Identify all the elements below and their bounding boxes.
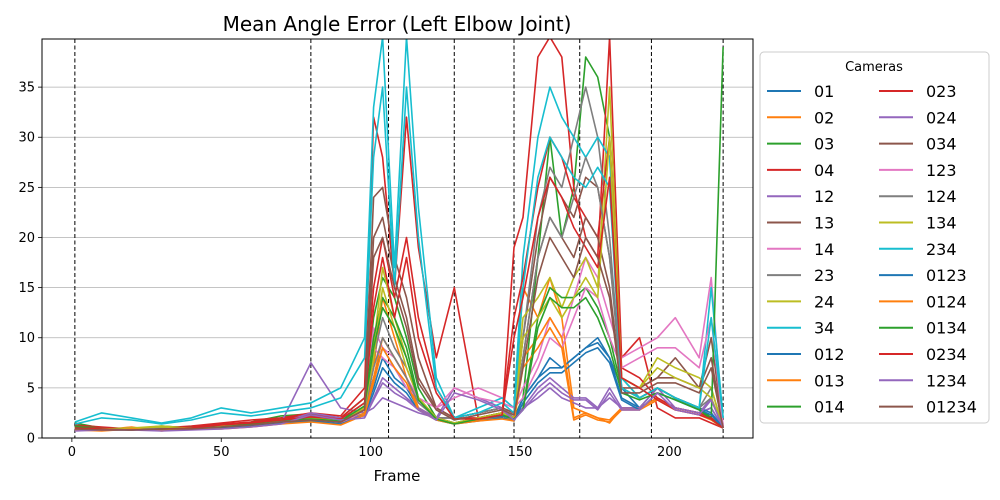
y-tick-label: 5 (27, 381, 35, 396)
legend-item: 0123 (879, 266, 967, 285)
legend-label: 13 (814, 214, 834, 233)
legend-label: 013 (814, 371, 845, 390)
legend-items: 01 02 03 04 12 13 14 23 24 34 012 013 014 023 024 034 12… (767, 82, 977, 417)
legend-item: 23 (767, 266, 834, 285)
legend-item: 14 (767, 240, 834, 259)
y-axis-ticks: 0 5 10 15 20 25 30 35 (18, 81, 42, 447)
legend-item: 03 (767, 135, 834, 154)
legend-title: Cameras (845, 60, 903, 75)
legend-label: 024 (926, 108, 957, 127)
y-tick-label: 0 (27, 432, 35, 447)
legend-item: 234 (879, 240, 957, 259)
legend-label: 0124 (926, 292, 967, 311)
legend-label: 234 (926, 240, 957, 259)
x-tick-label: 50 (213, 445, 230, 460)
legend-label: 03 (814, 135, 834, 154)
legend-item: 24 (767, 292, 834, 311)
x-tick-label: 0 (68, 445, 76, 460)
series-lines (74, 39, 724, 432)
legend-label: 14 (814, 240, 834, 259)
legend-label: 0134 (926, 319, 967, 338)
legend-item: 014 (767, 398, 845, 417)
series-line-234 (74, 86, 724, 425)
legend-item: 0124 (879, 292, 967, 311)
y-tick-label: 35 (18, 81, 35, 96)
legend-item: 1234 (879, 371, 967, 390)
legend-box (759, 51, 990, 424)
legend-item: 04 (767, 161, 834, 180)
legend-label: 1234 (926, 371, 967, 390)
legend-label: 123 (926, 161, 957, 180)
legend-item: 034 (879, 135, 957, 154)
legend-item: 013 (767, 371, 845, 390)
series-line-24 (74, 86, 724, 430)
legend-label: 014 (814, 398, 845, 417)
legend-label: 01 (814, 82, 834, 101)
x-tick-label: 200 (657, 445, 682, 460)
legend-item: 0134 (879, 319, 967, 338)
legend: Cameras 01 02 03 04 12 13 14 23 24 34 012 013 014 023… (759, 51, 990, 424)
legend-item: 13 (767, 214, 834, 233)
series-line-01234 (74, 236, 724, 431)
legend-item: 012 (767, 345, 845, 364)
series-line-23 (74, 86, 724, 430)
legend-label: 134 (926, 214, 957, 233)
y-tick-label: 25 (18, 181, 35, 196)
legend-item: 34 (767, 319, 834, 338)
x-axis-label: Frame (374, 467, 421, 485)
legend-label: 24 (814, 292, 834, 311)
series-line-34 (74, 39, 724, 424)
legend-item: 123 (879, 161, 957, 180)
x-tick-label: 100 (358, 445, 383, 460)
legend-item: 01 (767, 82, 834, 101)
legend-item: 01234 (879, 398, 977, 417)
series-line-1234 (74, 382, 724, 432)
legend-label: 12 (814, 187, 834, 206)
legend-item: 02 (767, 108, 834, 127)
legend-item: 124 (879, 187, 957, 206)
legend-label: 0123 (926, 266, 967, 285)
legend-label: 23 (814, 266, 834, 285)
x-axis-ticks: 0 50 100 150 200 (68, 438, 682, 460)
x-tick-label: 150 (508, 445, 533, 460)
legend-label: 34 (814, 319, 834, 338)
legend-item: 024 (879, 108, 957, 127)
event-vlines (74, 39, 724, 438)
plot-frame (41, 38, 754, 439)
legend-label: 034 (926, 135, 957, 154)
legend-item: 134 (879, 214, 957, 233)
series-line-034 (74, 216, 724, 431)
legend-label: 02 (814, 108, 834, 127)
y-tick-label: 20 (18, 231, 35, 246)
legend-item: 0234 (879, 345, 967, 364)
series-line-0134 (74, 296, 724, 431)
legend-label: 04 (814, 161, 834, 180)
legend-item: 12 (767, 187, 834, 206)
series-line-0123 (74, 346, 724, 431)
legend-item: 023 (879, 82, 957, 101)
y-tick-label: 30 (18, 131, 35, 146)
y-tick-label: 15 (18, 281, 35, 296)
legend-label: 01234 (926, 398, 977, 417)
legend-label: 023 (926, 82, 957, 101)
y-tick-label: 10 (18, 331, 35, 346)
series-line-0234 (74, 176, 724, 431)
series-line-04 (74, 39, 724, 430)
legend-label: 0234 (926, 345, 967, 364)
chart-title: Mean Angle Error (Left Elbow Joint) (223, 12, 572, 36)
legend-label: 124 (926, 187, 957, 206)
legend-label: 012 (814, 345, 845, 364)
